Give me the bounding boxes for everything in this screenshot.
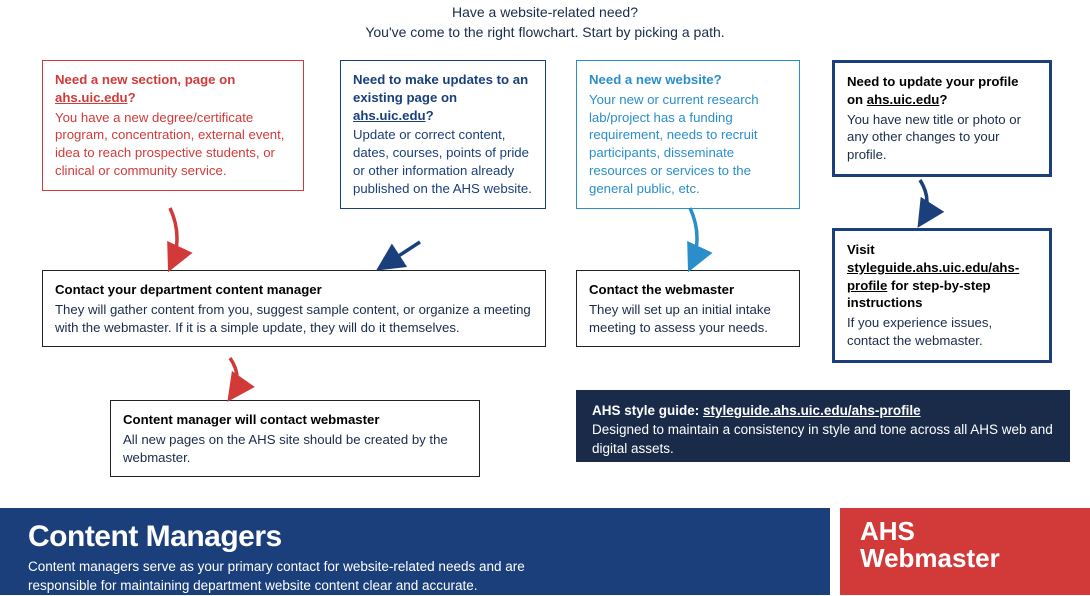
box1-body: You have a new degree/certificate progra… xyxy=(55,109,291,180)
footer-webmaster: AHS Webmaster xyxy=(840,508,1090,595)
box6-body: They will set up an initial intake meeti… xyxy=(589,301,787,337)
box7-heading: Visit styleguide.ahs.uic.edu/ahs-profile… xyxy=(847,241,1037,312)
box5-body: They will gather content from you, sugge… xyxy=(55,301,533,337)
box2-heading: Need to make updates to an existing page… xyxy=(353,71,533,124)
box7-body: If you experience issues, contact the we… xyxy=(847,314,1037,350)
box-contact-content-manager: Contact your department content manager … xyxy=(42,270,546,347)
box-visit-styleguide: Visit styleguide.ahs.uic.edu/ahs-profile… xyxy=(832,228,1052,363)
box8-heading: Content manager will contact webmaster xyxy=(123,411,467,429)
box-new-website: Need a new website? Your new or current … xyxy=(576,60,800,209)
box3-heading: Need a new website? xyxy=(589,71,787,89)
box8-body: All new pages on the AHS site should be … xyxy=(123,431,467,467)
box-cm-contact-webmaster: Content manager will contact webmaster A… xyxy=(110,400,480,477)
footer-content-managers: Content Managers Content managers serve … xyxy=(0,508,830,595)
box-update-profile: Need to update your profile on ahs.uic.e… xyxy=(832,60,1052,177)
box6-heading: Contact the webmaster xyxy=(589,281,787,299)
intro-text: Have a website-related need? You've come… xyxy=(0,0,1090,43)
box4-heading: Need to update your profile on ahs.uic.e… xyxy=(847,73,1037,109)
box3-body: Your new or current research lab/project… xyxy=(589,91,787,198)
footer-cm-body: Content managers serve as your primary c… xyxy=(28,558,588,596)
box-update-page: Need to make updates to an existing page… xyxy=(340,60,546,209)
box2-body: Update or correct content, dates, course… xyxy=(353,126,533,197)
box4-body: You have new title or photo or any other… xyxy=(847,111,1037,164)
box-new-section: Need a new section, page on ahs.uic.edu?… xyxy=(42,60,304,191)
box-contact-webmaster: Contact the webmaster They will set up a… xyxy=(576,270,800,347)
footer-cm-title: Content Managers xyxy=(28,520,802,554)
box5-heading: Contact your department content manager xyxy=(55,281,533,299)
footer-webmaster-title: AHS Webmaster xyxy=(860,518,1070,573)
styleguide-band-heading: AHS style guide: styleguide.ahs.uic.edu/… xyxy=(592,402,1054,421)
intro-line1: Have a website-related need? xyxy=(0,2,1090,22)
styleguide-band-body: Designed to maintain a consistency in st… xyxy=(592,421,1054,459)
intro-line2: You've come to the right flowchart. Star… xyxy=(0,22,1090,42)
link-styleguide[interactable]: styleguide.ahs.uic.edu/ahs-profile xyxy=(703,403,921,418)
link-ahs[interactable]: ahs.uic.edu xyxy=(867,92,940,107)
link-ahs[interactable]: ahs.uic.edu xyxy=(353,108,426,123)
styleguide-band: AHS style guide: styleguide.ahs.uic.edu/… xyxy=(576,390,1070,462)
link-ahs[interactable]: ahs.uic.edu xyxy=(55,90,128,105)
box1-heading: Need a new section, page on ahs.uic.edu? xyxy=(55,71,291,107)
